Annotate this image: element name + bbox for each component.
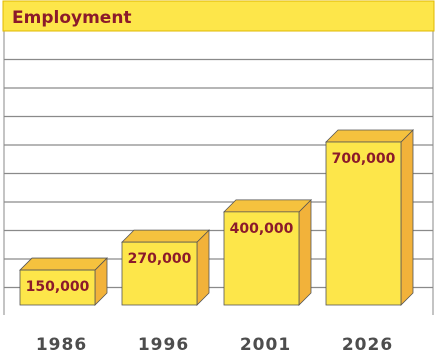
bar-top-face (19, 257, 108, 271)
bar-value-label: 150,000 (26, 279, 90, 295)
bar-1986: 150,000 (19, 257, 108, 306)
bar-top-face (121, 229, 210, 243)
bar-top-face (325, 129, 414, 143)
bar-front-face (325, 141, 402, 306)
title-band: Employment (2, 0, 435, 32)
bar-side-face (196, 229, 210, 306)
x-tick-label: 1986 (36, 335, 87, 355)
x-tick-label: 2001 (240, 335, 291, 355)
bar-top-face (223, 199, 312, 213)
x-tick-label: 1996 (138, 335, 189, 355)
bar-2001: 400,000 (223, 198, 312, 306)
bar-2026: 700,000 (325, 129, 414, 306)
chart-title: Employment (12, 8, 132, 28)
bar-value-label: 400,000 (230, 221, 294, 237)
bar-value-label: 700,000 (332, 151, 396, 167)
x-tick-label: 2026 (342, 335, 393, 355)
bar-side-face (298, 198, 312, 306)
bar-front-face (19, 269, 96, 306)
bars: 150,000 270,000 400,000 700,000 (19, 129, 414, 306)
bar-value-label: 270,000 (128, 251, 192, 267)
bar-1996: 270,000 (121, 229, 210, 306)
bar-front-face (121, 241, 198, 306)
x-axis-ticks: 1986 1996 2001 2026 (36, 335, 393, 355)
bar-side-face (400, 129, 414, 306)
bar-front-face (223, 211, 300, 306)
title-band-background (2, 0, 435, 32)
